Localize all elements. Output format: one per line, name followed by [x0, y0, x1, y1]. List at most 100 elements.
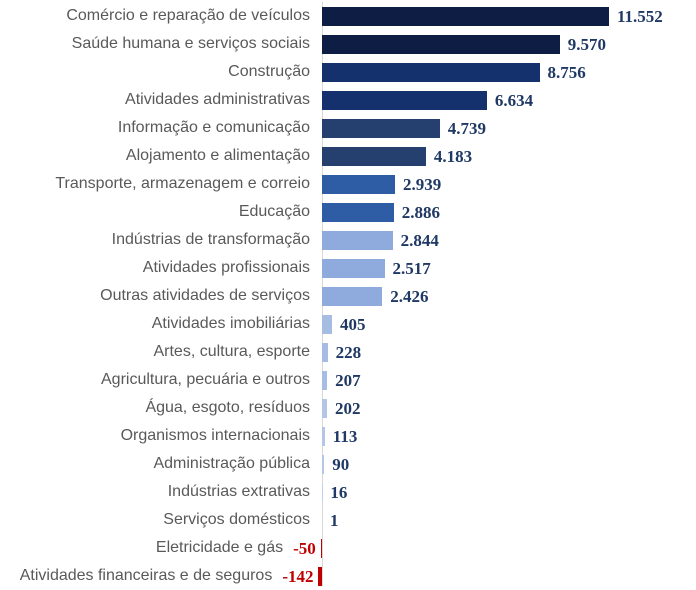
bar: [322, 62, 540, 82]
label-cell: Construção: [0, 64, 322, 80]
chart-row: Alojamento e alimentação 4.183: [0, 142, 696, 170]
bar-cell: 2.426: [322, 286, 696, 306]
category-label: Alojamento e alimentação: [125, 147, 310, 164]
value-label: 113: [332, 426, 358, 446]
category-label: Comércio e reparação de veículos: [66, 7, 310, 24]
chart-row: Atividades administrativas 6.634: [0, 86, 696, 114]
chart-row: Indústrias de transformação 2.844: [0, 226, 696, 254]
value-label: 207: [335, 370, 361, 390]
label-cell: Saúde humana e serviços sociais: [0, 36, 322, 52]
label-cell: Outras atividades de serviços: [0, 288, 322, 304]
chart-row: Água, esgoto, resíduos 202: [0, 394, 696, 422]
label-cell: Educação: [0, 204, 322, 220]
bar: [322, 426, 325, 446]
value-label: 2.844: [400, 230, 439, 250]
value-label: 202: [335, 398, 361, 418]
bar: [322, 90, 487, 110]
chart-row: Saúde humana e serviços sociais 9.570: [0, 30, 696, 58]
value-label: 9.570: [567, 34, 606, 54]
value-label: 405: [340, 314, 366, 334]
label-cell: Indústrias de transformação: [0, 232, 322, 248]
chart-row: Construção 8.756: [0, 58, 696, 86]
bar-cell: 2.844: [322, 230, 696, 250]
category-label: Administração pública: [153, 455, 310, 472]
label-cell: Atividades profissionais: [0, 260, 322, 276]
category-label: Outras atividades de serviços: [100, 287, 310, 304]
bar-cell: 8.756: [322, 62, 696, 82]
chart-row: Outras atividades de serviços 2.426: [0, 282, 696, 310]
label-cell: Atividades administrativas: [0, 92, 322, 108]
category-label: Organismos internacionais: [120, 427, 310, 444]
chart-row: Atividades imobiliárias 405: [0, 310, 696, 338]
chart-row: Transporte, armazenagem e correio 2.939: [0, 170, 696, 198]
value-label: 16: [330, 482, 348, 502]
chart-row: Serviços domésticos 1: [0, 506, 696, 534]
value-label: 8.756: [547, 62, 586, 82]
bar: [322, 398, 328, 418]
label-cell: Eletricidade e gás -50: [0, 538, 322, 558]
label-cell: Informação e comunicação: [0, 120, 322, 136]
category-label: Educação: [238, 203, 310, 220]
bar-cell: 1: [322, 510, 696, 530]
bar: [322, 314, 333, 334]
bar-cell: 4.739: [322, 118, 696, 138]
bar-cell: 4.183: [322, 146, 696, 166]
label-cell: Alojamento e alimentação: [0, 148, 322, 164]
category-label: Atividades profissionais: [142, 259, 310, 276]
label-cell: Atividades imobiliárias: [0, 316, 322, 332]
chart-row: Educação 2.886: [0, 198, 696, 226]
bar-cell: 16: [322, 482, 696, 502]
label-cell: Transporte, armazenagem e correio: [0, 176, 322, 192]
bar-cell: 2.517: [322, 258, 696, 278]
category-label: Construção: [228, 63, 310, 80]
bar: [322, 342, 328, 362]
chart-row: Atividades profissionais 2.517: [0, 254, 696, 282]
value-label: 2.517: [392, 258, 431, 278]
category-label: Atividades imobiliárias: [151, 315, 310, 332]
chart-row: Atividades financeiras e de seguros -142: [0, 562, 696, 590]
category-label: Indústrias de transformação: [111, 231, 310, 248]
bar-cell: 90: [322, 454, 696, 474]
chart-row: Agricultura, pecuária e outros 207: [0, 366, 696, 394]
chart-row: Indústrias extrativas 16: [0, 478, 696, 506]
value-label: 11.552: [617, 6, 663, 26]
bar: [322, 34, 560, 54]
label-cell: Atividades financeiras e de seguros -142: [0, 566, 322, 586]
value-label: -142: [282, 566, 314, 586]
category-label: Atividades financeiras e de seguros: [19, 567, 273, 584]
bar: [322, 6, 609, 26]
value-label: 2.886: [401, 202, 440, 222]
chart-row: Comércio e reparação de veículos 11.552: [0, 2, 696, 30]
bar-cell: 6.634: [322, 90, 696, 110]
label-cell: Indústrias extrativas: [0, 484, 322, 500]
bar-cell: 2.939: [322, 174, 696, 194]
label-cell: Água, esgoto, resíduos: [0, 400, 322, 416]
chart-row: Administração pública 90: [0, 450, 696, 478]
category-label: Indústrias extrativas: [167, 483, 310, 500]
category-label: Serviços domésticos: [163, 511, 310, 528]
category-label: Atividades administrativas: [125, 91, 310, 108]
bar-cell: 207: [322, 370, 696, 390]
value-label: 2.939: [403, 174, 442, 194]
label-cell: Artes, cultura, esporte: [0, 344, 322, 360]
label-cell: Serviços domésticos: [0, 512, 322, 528]
label-cell: Comércio e reparação de veículos: [0, 8, 322, 24]
bar-cell: 9.570: [322, 34, 696, 54]
bar-cell: 11.552: [322, 6, 696, 26]
bar-cell: 405: [322, 314, 696, 334]
label-cell: Organismos internacionais: [0, 428, 322, 444]
bar-cell: 228: [322, 342, 696, 362]
bar-cell: 2.886: [322, 202, 696, 222]
bar: [322, 370, 328, 390]
category-label: Saúde humana e serviços sociais: [71, 35, 310, 52]
bar: [322, 258, 385, 278]
bar-cell: 113: [322, 426, 696, 446]
bar: [320, 538, 322, 558]
bar: [318, 566, 322, 586]
chart-row: Informação e comunicação 4.739: [0, 114, 696, 142]
category-label: Eletricidade e gás: [155, 539, 284, 556]
category-label: Agricultura, pecuária e outros: [101, 371, 310, 388]
label-cell: Agricultura, pecuária e outros: [0, 372, 322, 388]
chart-row: Organismos internacionais 113: [0, 422, 696, 450]
